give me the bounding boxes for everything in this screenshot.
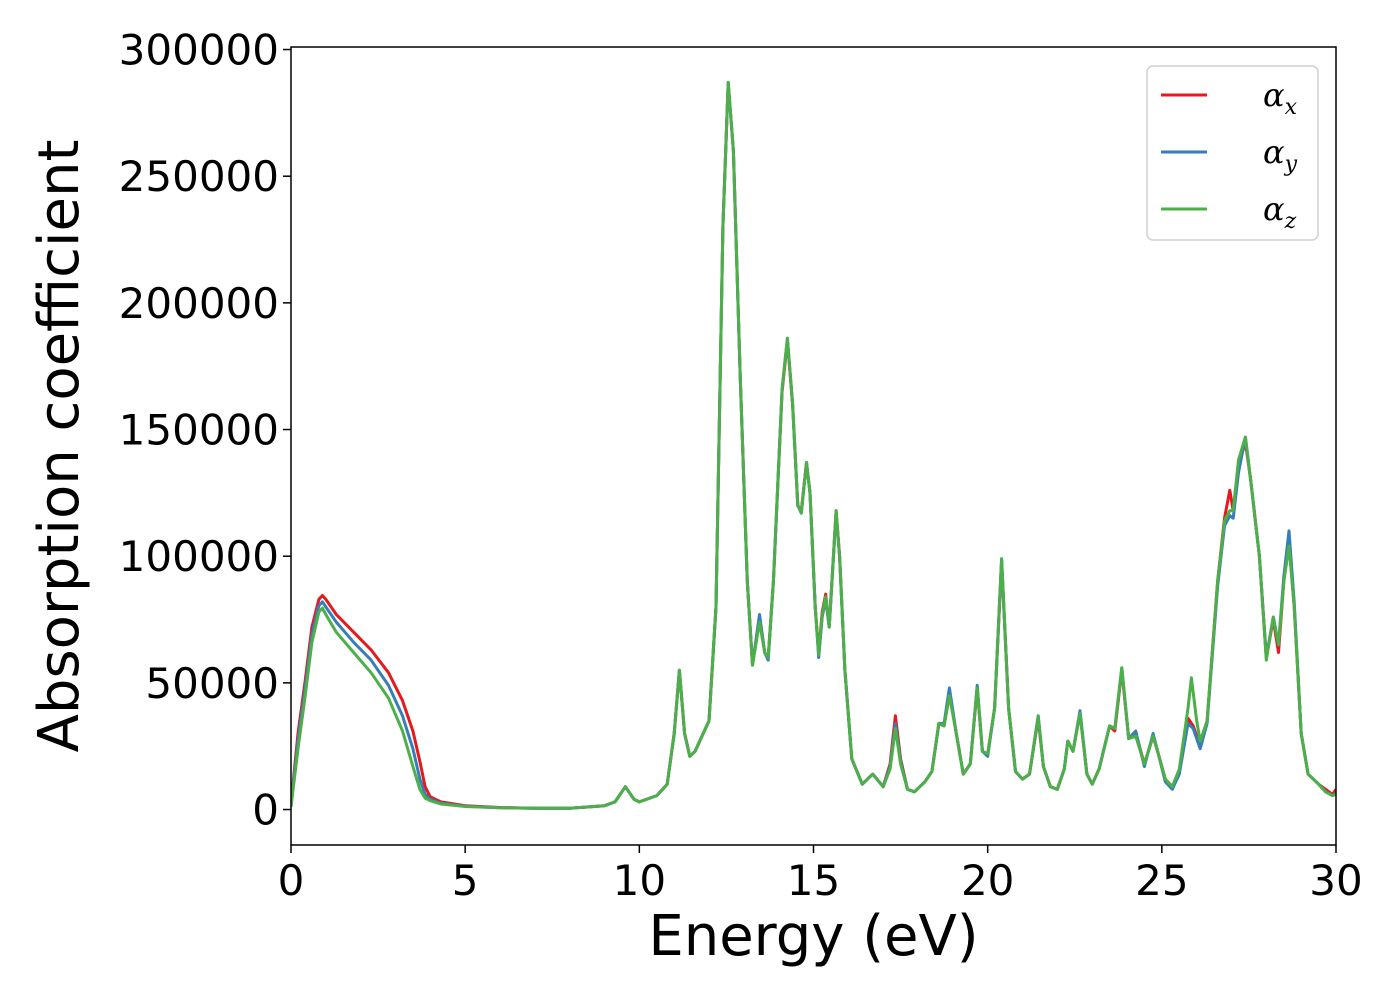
legend-label-base: α [1263, 133, 1285, 171]
legend-label-x: αx [1263, 76, 1298, 120]
y-tick-label: 150000 [119, 406, 279, 455]
y-tick-label: 200000 [119, 279, 279, 328]
x-tick-label: 30 [1309, 856, 1362, 905]
y-tick-label: 300000 [119, 26, 279, 75]
legend-label-base: α [1263, 190, 1285, 228]
x-tick-label: 15 [787, 856, 840, 905]
legend-label-base: α [1263, 76, 1285, 114]
x-tick-label: 5 [452, 856, 479, 905]
y-axis-label: Absorption coefficient [27, 140, 92, 753]
legend-box [1146, 65, 1319, 241]
x-axis-label: Energy (eV) [648, 904, 978, 969]
legend-label-y: αy [1263, 133, 1298, 177]
y-tick-label: 0 [252, 786, 279, 835]
x-tick-label: 20 [961, 856, 1014, 905]
y-tick-label: 250000 [119, 152, 279, 201]
legend-label-sub: y [1284, 152, 1298, 177]
x-tick-label: 10 [613, 856, 666, 905]
y-tick-label: 100000 [119, 532, 279, 581]
legend-label-z: αz [1263, 190, 1297, 234]
x-tick-label: 0 [278, 856, 305, 905]
legend-label-sub: z [1284, 209, 1297, 234]
series-line-z [291, 81, 1336, 810]
x-tick-label: 25 [1135, 856, 1188, 905]
series-layer [291, 81, 1336, 810]
ticks-layer: 0 5 10 15 20 25 30 0 50000 100000 150000 200000 2500… [119, 26, 1363, 905]
legend-label-sub: x [1285, 95, 1298, 120]
y-tick-label: 50000 [145, 659, 279, 708]
